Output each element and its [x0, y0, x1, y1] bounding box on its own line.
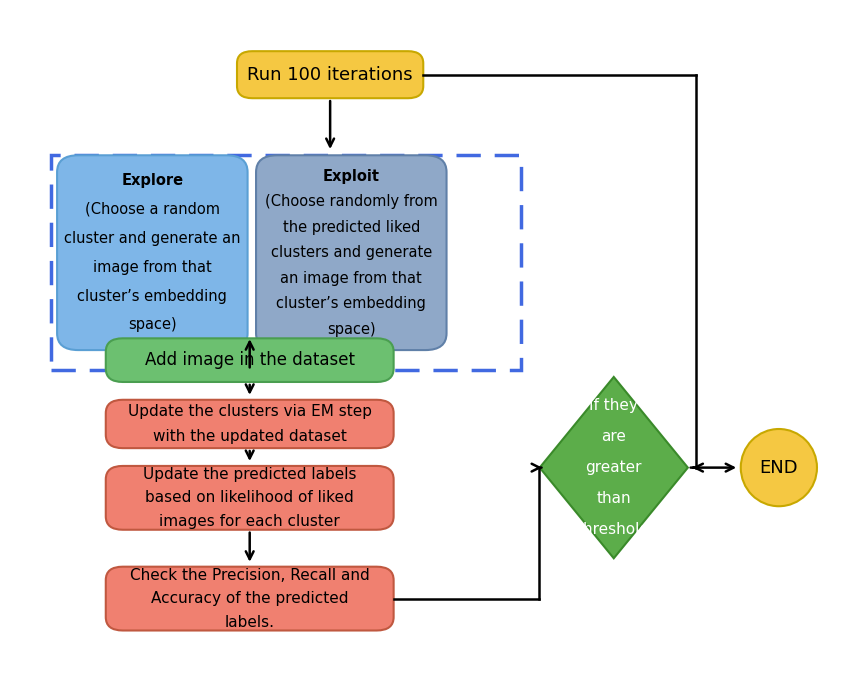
Text: Add image in the dataset: Add image in the dataset [144, 351, 355, 369]
FancyBboxPatch shape [57, 155, 248, 350]
Text: (Choose a random: (Choose a random [85, 202, 220, 217]
Text: greater: greater [586, 460, 642, 475]
FancyBboxPatch shape [237, 51, 423, 98]
Text: (Choose randomly from: (Choose randomly from [265, 194, 438, 209]
Text: cluster’s embedding: cluster’s embedding [78, 288, 227, 303]
Text: Accuracy of the predicted: Accuracy of the predicted [151, 591, 349, 606]
Text: clusters and generate: clusters and generate [271, 245, 432, 260]
Text: END: END [759, 458, 799, 477]
Text: Exploit: Exploit [323, 169, 380, 184]
Text: image from that: image from that [93, 260, 212, 275]
Text: than: than [597, 491, 631, 506]
Text: If they: If they [589, 398, 638, 413]
Text: with the updated dataset: with the updated dataset [153, 428, 346, 443]
Ellipse shape [740, 429, 817, 506]
Text: an image from that: an image from that [280, 271, 422, 286]
Text: cluster and generate an: cluster and generate an [64, 231, 240, 245]
FancyBboxPatch shape [106, 339, 393, 382]
Text: space): space) [327, 322, 375, 337]
Text: Update the predicted labels: Update the predicted labels [143, 467, 357, 482]
Text: Run 100 iterations: Run 100 iterations [247, 66, 413, 84]
Text: space): space) [128, 318, 177, 333]
Polygon shape [540, 377, 688, 558]
Text: Check the Precision, Recall and: Check the Precision, Recall and [130, 568, 369, 583]
Text: labels.: labels. [225, 615, 274, 630]
Text: based on likelihood of liked: based on likelihood of liked [145, 490, 354, 505]
Text: threshold: threshold [578, 522, 650, 537]
Text: images for each cluster: images for each cluster [159, 514, 340, 529]
Text: the predicted liked: the predicted liked [283, 220, 420, 235]
FancyBboxPatch shape [106, 466, 393, 530]
Bar [50, 155, 521, 370]
Text: Update the clusters via EM step: Update the clusters via EM step [127, 405, 372, 420]
Text: are: are [601, 429, 626, 444]
FancyBboxPatch shape [106, 566, 393, 630]
Text: cluster’s embedding: cluster’s embedding [276, 296, 427, 311]
FancyBboxPatch shape [106, 400, 393, 448]
Text: Explore: Explore [121, 173, 183, 188]
FancyBboxPatch shape [256, 155, 446, 350]
